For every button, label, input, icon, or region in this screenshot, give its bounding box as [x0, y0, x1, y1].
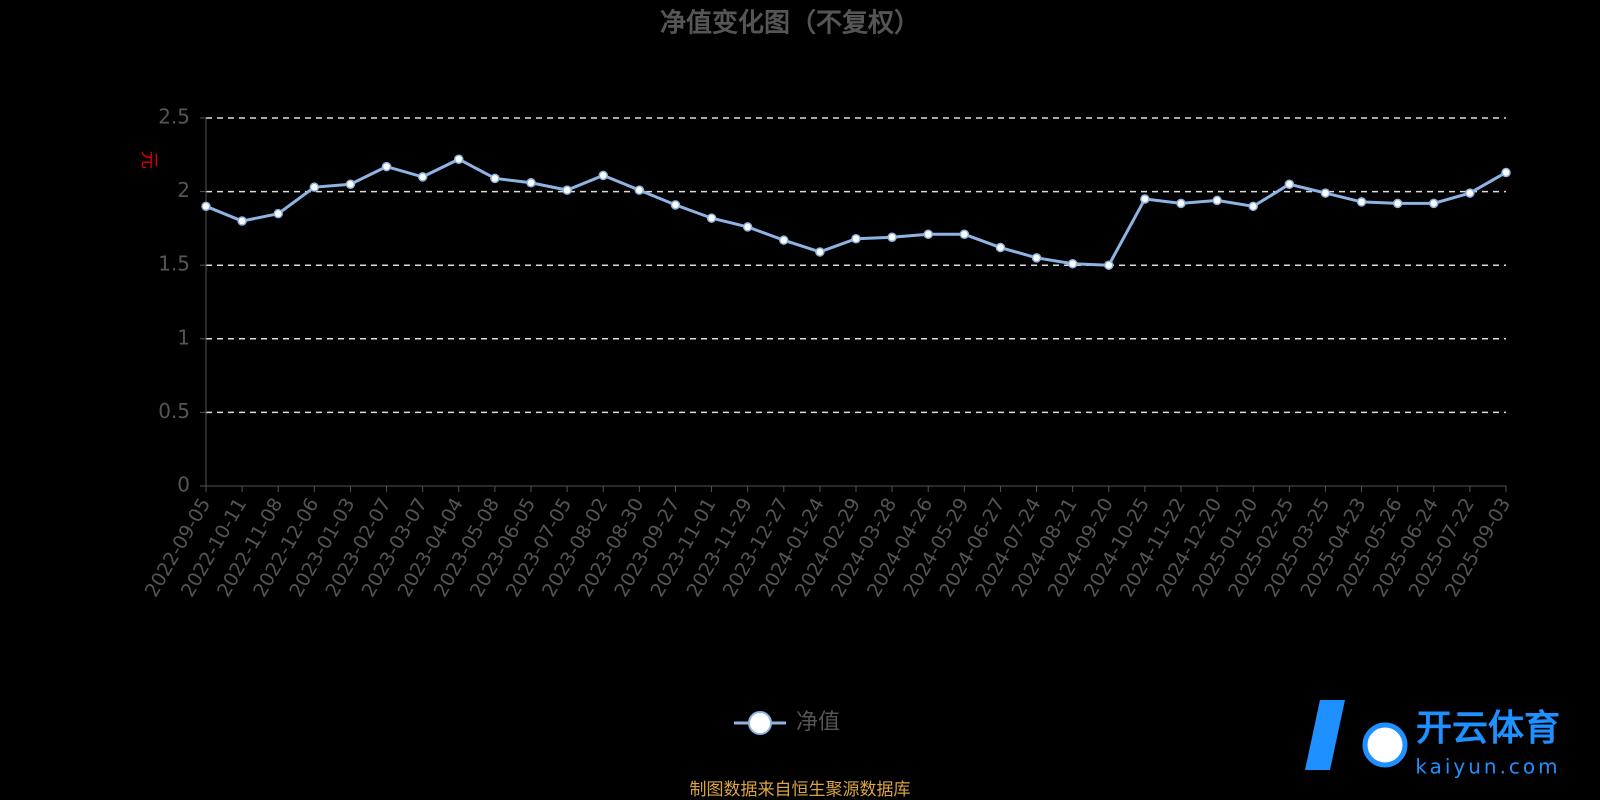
y-tick-label: 2: [177, 178, 190, 202]
point: [1104, 260, 1114, 270]
point: [923, 229, 933, 240]
watermark-site: kaiyun.com: [1415, 755, 1560, 779]
y-tick-label: 1: [177, 325, 190, 349]
point: [273, 208, 283, 219]
point: [345, 179, 356, 189]
y-tick-label: 0.5: [158, 399, 190, 423]
point: [634, 185, 645, 195]
point: [815, 247, 825, 257]
point: [454, 154, 464, 164]
logo-ball: [1362, 722, 1408, 768]
point: [851, 233, 861, 244]
point: [381, 161, 392, 172]
watermark: 开云体育 kaiyun.com: [1305, 700, 1560, 779]
point: [201, 201, 211, 212]
point: [490, 173, 500, 184]
watermark-brand: 开云体育: [1416, 708, 1560, 749]
point: [417, 172, 428, 182]
point: [1284, 179, 1295, 189]
y-tick-label: 2.5: [158, 105, 190, 129]
point: [1392, 198, 1403, 209]
y-tick-label: 0: [177, 473, 190, 497]
y-tick-label: 1.5: [158, 252, 190, 276]
point: [309, 182, 320, 192]
point: [1140, 194, 1150, 204]
legend-marker: [748, 711, 772, 735]
y-axis-label: 元: [138, 151, 159, 169]
point: [526, 178, 536, 188]
point: [1031, 253, 1042, 263]
point: [742, 222, 753, 232]
point: [1356, 197, 1367, 207]
point: [1176, 198, 1186, 209]
point: [1067, 258, 1078, 269]
point: [887, 232, 897, 242]
point: [1212, 195, 1222, 206]
legend-label: 净值: [796, 710, 840, 735]
point: [562, 185, 572, 195]
logo-k: [1305, 700, 1345, 770]
source-note: 制图数据来自恒生聚源数据库: [690, 780, 911, 800]
point: [598, 170, 608, 181]
point: [995, 242, 1006, 253]
point: [1429, 198, 1439, 209]
chart-title: 净值变化图（不复权）: [660, 8, 920, 39]
point: [1465, 188, 1475, 198]
point: [1320, 188, 1331, 198]
point: [779, 235, 789, 245]
point: [959, 229, 970, 240]
point: [706, 213, 717, 223]
point: [1501, 167, 1511, 178]
point: [237, 216, 247, 226]
point: [670, 200, 681, 210]
point: [1248, 201, 1258, 212]
